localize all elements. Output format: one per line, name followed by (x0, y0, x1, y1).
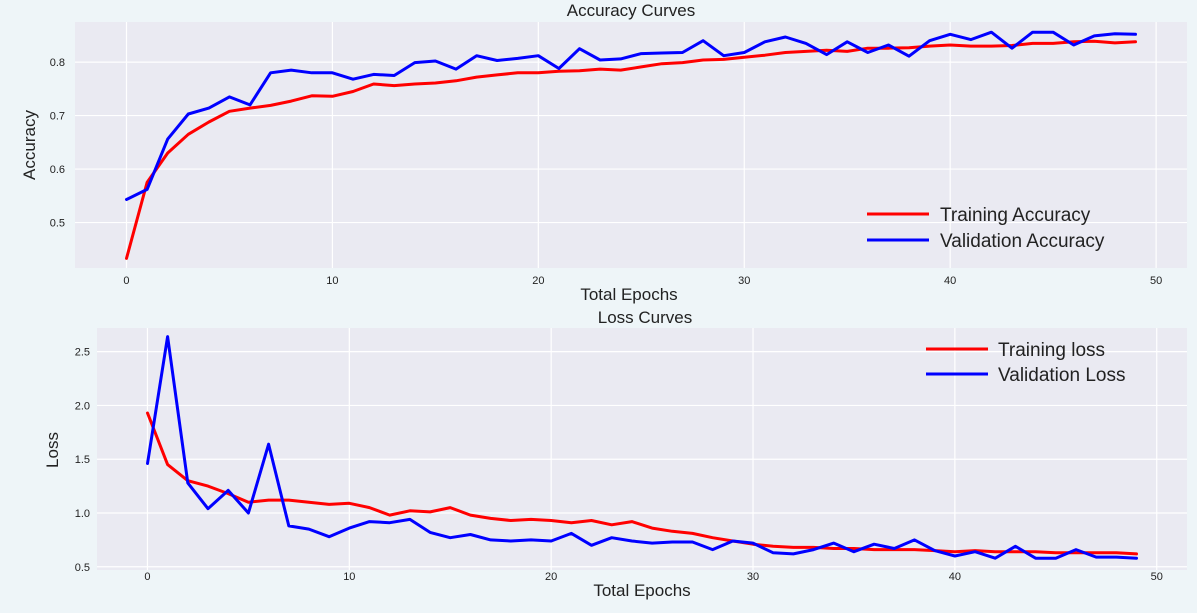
accuracy-y-label: Accuracy (20, 110, 39, 180)
legend-label-training-loss: Training loss (998, 340, 1105, 361)
series-line-training-accuracy (125, 39, 1137, 260)
accuracy-x-tick-label: 10 (326, 275, 338, 287)
loss-y-tick-label: 2.5 (75, 347, 90, 359)
accuracy-x-tick-label: 30 (738, 275, 750, 287)
series-line-validation-loss (146, 335, 1138, 560)
accuracy-plot-area (75, 22, 1187, 268)
loss-y-tick-label: 0.5 (75, 562, 90, 574)
accuracy-grid (75, 22, 1187, 268)
accuracy-y-tick-label: 0.5 (50, 218, 65, 230)
accuracy-x-label: Total Epochs (580, 285, 677, 304)
accuracy-y-tick-label: 0.7 (50, 111, 65, 123)
loss-y-tick-label: 1.0 (75, 508, 90, 520)
legend-label-validation-loss: Validation Loss (998, 365, 1125, 386)
legend-label-training-accuracy: Training Accuracy (940, 205, 1091, 226)
loss-title: Loss Curves (598, 308, 692, 327)
legend-label-validation-accuracy: Validation Accuracy (940, 231, 1105, 252)
accuracy-x-tick-label: 0 (123, 275, 129, 287)
loss-x-tick-label: 40 (949, 571, 961, 583)
series-line-validation-accuracy (125, 30, 1137, 201)
accuracy-legend: Training Accuracy Validation Accuracy (867, 205, 1105, 252)
loss-tick-labels: 0 10 20 30 40 50 0.5 1.0 1.5 2.0 2.5 (75, 347, 1163, 583)
loss-x-tick-label: 20 (545, 571, 557, 583)
accuracy-title: Accuracy Curves (567, 1, 695, 20)
series-line-training-loss (146, 411, 1138, 556)
loss-x-tick-label: 50 (1151, 571, 1163, 583)
loss-legend: Training loss Validation Loss (926, 340, 1125, 386)
loss-y-tick-label: 1.5 (75, 454, 90, 466)
accuracy-y-tick-label: 0.6 (50, 164, 65, 176)
accuracy-tick-labels: 0 10 20 30 40 50 0.5 0.6 0.7 0.8 (50, 57, 1163, 287)
accuracy-chart: 0 10 20 30 40 500.50.60.70.8 Accuracy Curves … (20, 1, 1187, 304)
loss-chart: 0 10 20 30 40 50 0.5 1.0 1.5 2.0 2.5 Loss Curves T… (43, 308, 1187, 600)
loss-x-tick-label: 10 (343, 571, 355, 583)
loss-x-label: Total Epochs (593, 581, 690, 600)
accuracy-lines (125, 30, 1137, 260)
accuracy-y-tick-label: 0.8 (50, 57, 65, 69)
accuracy-x-tick-label: 20 (532, 275, 544, 287)
accuracy-x-tick-label: 50 (1150, 275, 1162, 287)
loss-x-tick-label: 0 (144, 571, 150, 583)
accuracy-x-tick-label: 40 (944, 275, 956, 287)
loss-x-tick-label: 30 (747, 571, 759, 583)
loss-lines (146, 335, 1138, 560)
loss-y-label: Loss (43, 432, 62, 468)
loss-grid (97, 328, 1187, 570)
loss-y-tick-label: 2.0 (75, 400, 90, 412)
loss-plot-area (97, 328, 1187, 570)
